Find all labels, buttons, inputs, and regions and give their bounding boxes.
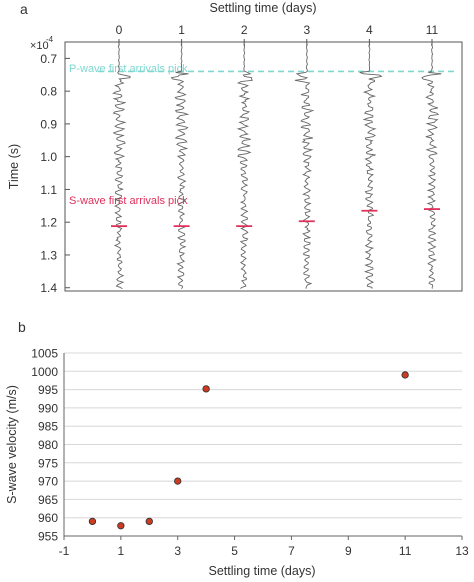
trace-label: 11 xyxy=(426,23,439,37)
x-tick-label: -1 xyxy=(59,544,70,558)
data-point xyxy=(145,517,153,526)
trace-label: 3 xyxy=(303,23,310,37)
x-tick-label: 9 xyxy=(345,544,352,558)
y-tick-label: 1.0 xyxy=(40,150,57,164)
panel-b-label: b xyxy=(18,319,26,335)
y-tick-label: 1.2 xyxy=(40,216,57,230)
data-point xyxy=(88,517,97,526)
y-tick-label: 0.8 xyxy=(40,85,57,99)
trace-label: 1 xyxy=(178,23,185,37)
data-point xyxy=(174,477,182,485)
y-tick-label: 960 xyxy=(38,511,58,525)
x-tick-label: 13 xyxy=(455,544,469,558)
waveform-trace xyxy=(359,43,383,289)
y-tick-label: 1.4 xyxy=(40,281,57,295)
y-tick-label: 975 xyxy=(38,456,58,470)
trace-label: 2 xyxy=(241,23,248,37)
panel-a-title: Settling time (days) xyxy=(210,1,317,15)
y-tick-label: 1.3 xyxy=(40,248,57,262)
waveform-trace xyxy=(294,43,315,289)
trace-label: 4 xyxy=(366,23,373,37)
data-point xyxy=(401,371,409,379)
y-tick-label: 0.7 xyxy=(40,52,57,66)
y-tick-label: 1005 xyxy=(31,347,58,361)
p-wave-annotation: P-wave first arrivals pick xyxy=(69,63,188,75)
y-multiplier-exponent: -4 xyxy=(46,35,54,44)
y-tick-label: 965 xyxy=(38,493,58,507)
y-tick-label: 1000 xyxy=(31,365,58,379)
x-tick-label: 11 xyxy=(399,544,412,558)
x-tick-label: 5 xyxy=(231,544,238,558)
y-tick-label: 970 xyxy=(38,475,58,489)
waveform-trace xyxy=(170,43,190,289)
data-point xyxy=(117,522,125,530)
y-tick-label: 1.1 xyxy=(40,183,57,197)
y-tick-label: 955 xyxy=(38,530,58,544)
panel-a-frame xyxy=(64,41,463,292)
x-tick-label: 3 xyxy=(174,544,181,558)
waveform-trace xyxy=(421,43,442,289)
data-point xyxy=(202,385,210,393)
y-tick-label: 0.9 xyxy=(40,117,57,131)
waveform-trace xyxy=(236,43,254,290)
s-wave-annotation: S-wave first arrivals pick xyxy=(69,195,188,207)
panel-b-x-axis-label: Settling time (days) xyxy=(209,564,316,578)
y-tick-label: 995 xyxy=(38,383,58,397)
x-tick-label: 1 xyxy=(118,544,125,558)
panel-a-y-axis-label: Time (s) xyxy=(7,144,21,189)
y-tick-label: 985 xyxy=(38,420,58,434)
panel-a-label: a xyxy=(20,1,28,17)
trace-label: 0 xyxy=(116,23,123,37)
y-multiplier-base: ×10 xyxy=(30,40,49,52)
y-tick-label: 980 xyxy=(38,438,58,452)
y-tick-label: 990 xyxy=(38,401,58,415)
panel-a-multiplier: ×10 -4 xyxy=(30,35,54,52)
panel-a-plot: 0.7 0.8 0.9 1.0 1.1 1.2 1.3 1.4 0 1 2 3 4 11 P-wave fi… xyxy=(40,23,463,295)
panel-b-y-axis-label: S-wave velocity (m/s) xyxy=(5,385,19,504)
waveform-trace xyxy=(112,43,131,290)
x-tick-label: 7 xyxy=(288,544,295,558)
